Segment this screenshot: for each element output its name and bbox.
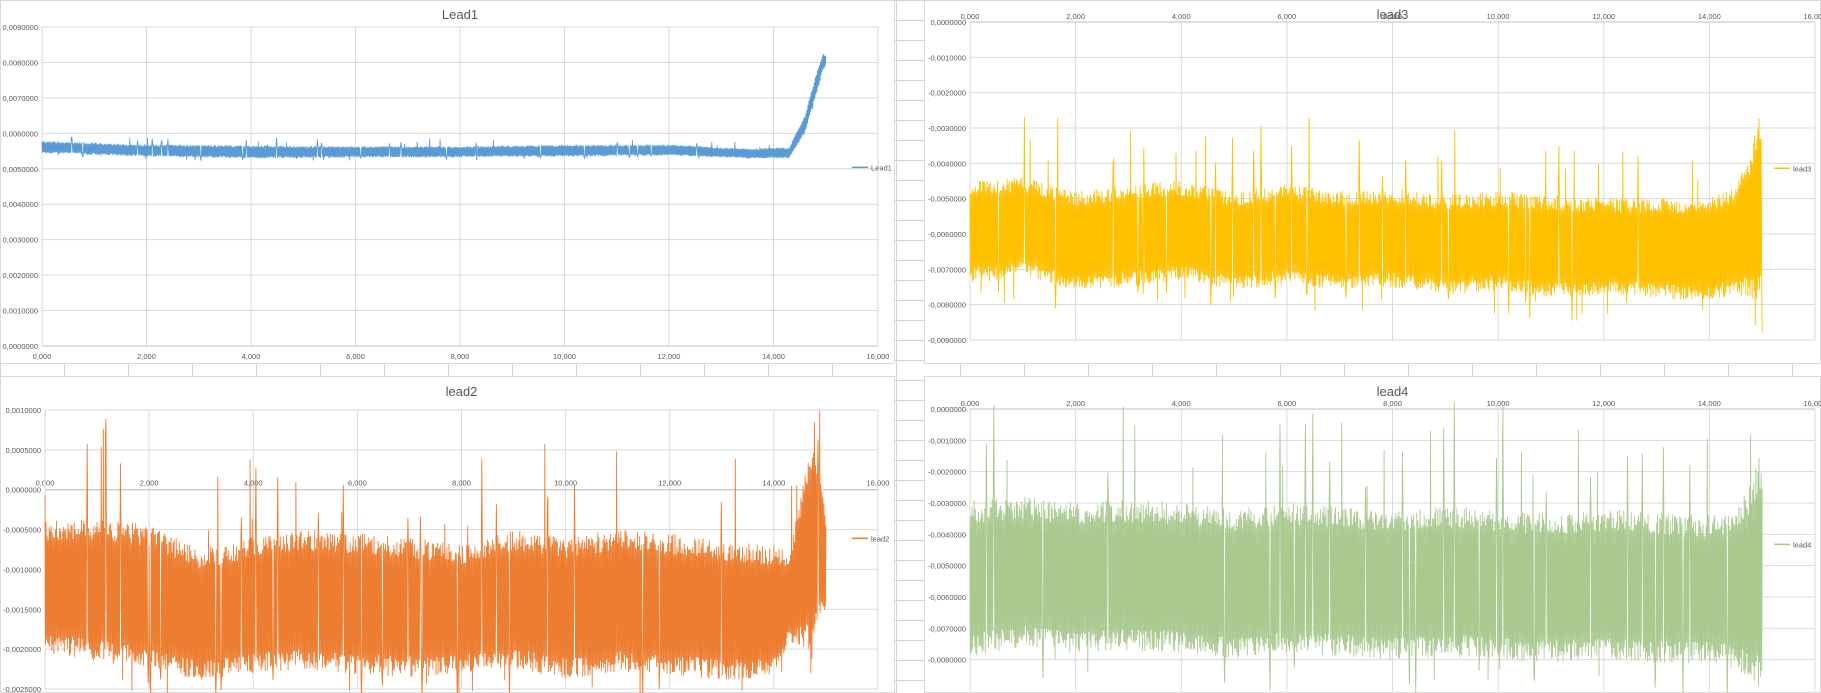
chart-border bbox=[0, 0, 895, 364]
y-tick-label: -0,0060000 bbox=[928, 593, 966, 602]
y-tick-label: 0,0000000 bbox=[931, 405, 966, 414]
series-line-lead3 bbox=[969, 116, 1763, 333]
chart-lead1[interactable]: Lead1 0,0000000 0,0010000 0,0020000 0,003000… bbox=[0, 0, 895, 364]
y-tick-label: 0,0090000 bbox=[3, 23, 38, 32]
y-tick-label: 0,0080000 bbox=[3, 58, 38, 67]
y-tick-label: -0,0005000 bbox=[3, 526, 41, 535]
y-tick-label: 0,0000000 bbox=[931, 18, 966, 27]
y-tick-label: -0,0015000 bbox=[3, 605, 41, 614]
y-tick-label: -0,0040000 bbox=[928, 530, 966, 539]
x-tick-label: 10,000 bbox=[553, 352, 576, 361]
y-tick-label: -0,0080000 bbox=[928, 301, 966, 310]
x-tick-label: 0,000 bbox=[961, 399, 980, 408]
chart-title: lead2 bbox=[446, 384, 478, 399]
chart-svg: Lead1 0,0000000 0,0010000 0,0020000 0,003000… bbox=[0, 0, 895, 364]
y-tick-label: 0,0030000 bbox=[3, 236, 38, 245]
chart-svg: lead2 0,0010000 0,0005000 0,0000000 -0,00050… bbox=[0, 376, 895, 693]
series-line-lead4 bbox=[969, 401, 1763, 693]
y-tick-label: -0,0030000 bbox=[928, 124, 966, 133]
y-tick-label: -0,0070000 bbox=[928, 265, 966, 274]
x-tick-label: 12,000 bbox=[658, 352, 681, 361]
x-tick-label: 6,000 bbox=[346, 352, 365, 361]
x-tick-label: 10,000 bbox=[1487, 12, 1510, 21]
x-tick-label: 14,000 bbox=[1698, 12, 1721, 21]
y-tick-label: -0,0070000 bbox=[928, 624, 966, 633]
y-tick-label: -0,0010000 bbox=[928, 53, 966, 62]
x-tick-label: 12,000 bbox=[1592, 12, 1615, 21]
y-tick-label: 0,0000000 bbox=[6, 486, 41, 495]
y-tick-label: 0,0050000 bbox=[3, 165, 38, 174]
chart-title: lead4 bbox=[1377, 384, 1409, 399]
x-tick-label: 2,000 bbox=[137, 352, 156, 361]
y-tick-label: -0,0020000 bbox=[928, 468, 966, 477]
x-tick-label: 4,000 bbox=[244, 479, 263, 488]
x-tick-label: 16,000 bbox=[867, 479, 890, 488]
y-tick-label: 0,0040000 bbox=[3, 200, 38, 209]
x-tick-label: 16,000 bbox=[1804, 399, 1821, 408]
chart-lead4[interactable]: lead4 0,0000000 -0,0010000 -0,0020000 -0,003… bbox=[924, 376, 1821, 693]
x-tick-label: 16,000 bbox=[1804, 12, 1821, 21]
y-tick-label: -0,0010000 bbox=[3, 565, 41, 574]
x-tick-label: 16,000 bbox=[867, 352, 890, 361]
x-tick-label: 0,000 bbox=[961, 12, 980, 21]
chart-title: Lead1 bbox=[442, 7, 478, 22]
chart-lead2[interactable]: lead2 0,0010000 0,0005000 0,0000000 -0,00050… bbox=[0, 376, 895, 693]
x-tick-label: 14,000 bbox=[762, 352, 785, 361]
y-tick-label: 0,0010000 bbox=[3, 307, 38, 316]
y-tick-label: -0,0040000 bbox=[928, 159, 966, 168]
y-tick-label: -0,0020000 bbox=[928, 89, 966, 98]
chart-title: lead3 bbox=[1377, 7, 1409, 22]
x-tick-label: 8,000 bbox=[1383, 399, 1402, 408]
x-tick-label: 14,000 bbox=[1698, 399, 1721, 408]
y-tick-label: 0,0010000 bbox=[6, 406, 41, 415]
y-tick-label: -0,0050000 bbox=[928, 562, 966, 571]
y-tick-label: 0,0005000 bbox=[6, 446, 41, 455]
chart-border bbox=[924, 0, 1821, 364]
y-tick-label: 0,0000000 bbox=[3, 342, 38, 351]
chart-svg: lead3 0,0000000 -0,0010000 -0,0020000 -0,003… bbox=[924, 0, 1821, 364]
legend-label: lead2 bbox=[871, 534, 889, 543]
y-tick-label: -0,0090000 bbox=[928, 336, 966, 345]
x-tick-label: 8,000 bbox=[451, 352, 470, 361]
legend-label: lead3 bbox=[1793, 164, 1811, 173]
chart-lead3[interactable]: lead3 0,0000000 -0,0010000 -0,0020000 -0,003… bbox=[924, 0, 1821, 364]
x-tick-label: 14,000 bbox=[762, 479, 785, 488]
y-tick-label: -0,0050000 bbox=[928, 195, 966, 204]
x-tick-label: 12,000 bbox=[658, 479, 681, 488]
x-tick-label: 2,000 bbox=[140, 479, 159, 488]
x-tick-label: 6,000 bbox=[1277, 12, 1296, 21]
x-tick-label: 8,000 bbox=[452, 479, 471, 488]
y-tick-label: -0,0010000 bbox=[928, 436, 966, 445]
x-tick-label: 4,000 bbox=[1172, 399, 1191, 408]
x-tick-label: 2,000 bbox=[1066, 12, 1085, 21]
y-tick-label: -0,0030000 bbox=[928, 499, 966, 508]
y-tick-label: 0,0060000 bbox=[3, 129, 38, 138]
y-tick-label: 0,0020000 bbox=[3, 271, 38, 280]
legend-label: lead4 bbox=[1793, 540, 1811, 549]
y-tick-label: -0,0025000 bbox=[3, 685, 41, 693]
series-line-Lead1 bbox=[41, 53, 827, 161]
x-tick-label: 4,000 bbox=[242, 352, 261, 361]
x-tick-label: 12,000 bbox=[1592, 399, 1615, 408]
x-tick-label: 6,000 bbox=[348, 479, 367, 488]
series-line-lead2 bbox=[44, 410, 827, 693]
x-tick-label: 2,000 bbox=[1066, 399, 1085, 408]
x-tick-label: 10,000 bbox=[1487, 399, 1510, 408]
x-tick-label: 4,000 bbox=[1172, 12, 1191, 21]
x-tick-label: 6,000 bbox=[1277, 399, 1296, 408]
x-tick-label: 8,000 bbox=[1383, 12, 1402, 21]
x-tick-label: 10,000 bbox=[554, 479, 577, 488]
x-tick-label: 0,000 bbox=[33, 352, 52, 361]
y-tick-label: -0,0060000 bbox=[928, 230, 966, 239]
y-tick-label: -0,0020000 bbox=[3, 645, 41, 654]
legend-label: Lead1 bbox=[871, 163, 892, 172]
y-tick-label: -0,0080000 bbox=[928, 656, 966, 665]
y-tick-label: 0,0070000 bbox=[3, 94, 38, 103]
chart-svg: lead4 0,0000000 -0,0010000 -0,0020000 -0,003… bbox=[924, 376, 1821, 693]
